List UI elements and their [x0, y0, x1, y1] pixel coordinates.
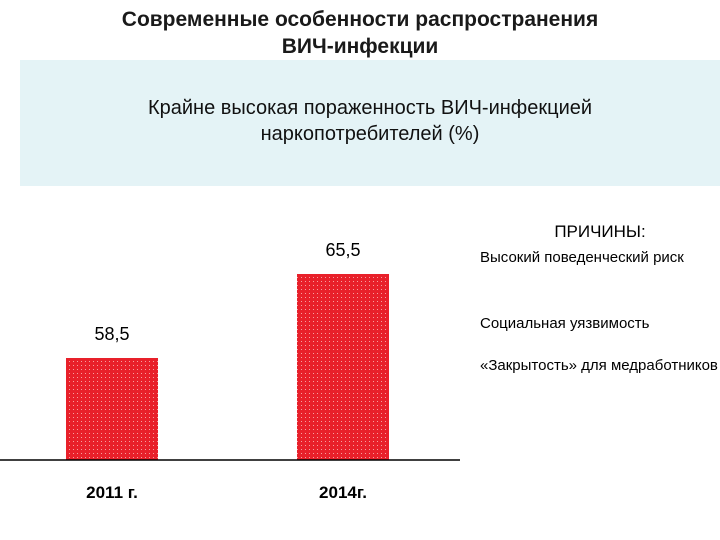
slide-title: Современные особенности распространения … — [0, 6, 720, 60]
slide-title-line2: ВИЧ-инфекции — [281, 35, 439, 58]
subtitle-banner — [20, 60, 720, 186]
bar-1 — [297, 274, 389, 460]
chart-subtitle-line1: Крайне высокая пораженность ВИЧ-инфекцие… — [147, 97, 593, 119]
reasons-panel: ПРИЧИНЫ: Высокий поведенческий риск Соци… — [480, 222, 718, 374]
reason-item-closedness: «Закрытость» для медработников — [480, 357, 718, 374]
category-label-0: 2011 г. — [86, 483, 138, 502]
reason-item-behavior: Высокий поведенческий риск — [480, 249, 684, 266]
chart-subtitle-line2: наркопотребителей (%) — [260, 123, 480, 145]
chart-subtitle: Крайне высокая пораженность ВИЧ-инфекцие… — [20, 95, 720, 147]
slide-title-line1: Современные особенности распространения — [121, 8, 599, 31]
data-label-0: 58,5 — [94, 324, 129, 344]
reasons-title: ПРИЧИНЫ: — [554, 222, 646, 241]
bar-chart: 58,5 2011 г. 65,5 2014г. — [0, 240, 460, 502]
category-label-1: 2014г. — [319, 483, 367, 502]
reason-item-social: Социальная уязвимость — [480, 315, 650, 332]
data-label-1: 65,5 — [325, 240, 360, 260]
bar-0 — [66, 358, 158, 460]
